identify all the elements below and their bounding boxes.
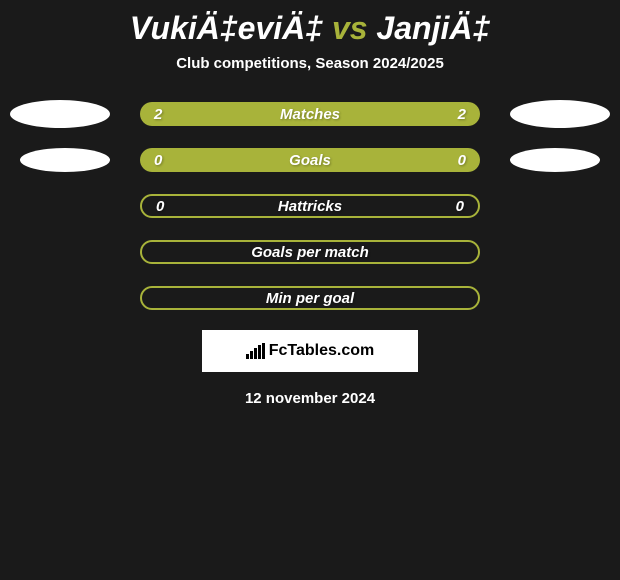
stat-bar-hattricks: 0 Hattricks 0	[140, 194, 480, 218]
player1-avatar-placeholder	[10, 100, 110, 128]
stat-left-value: 2	[154, 106, 162, 123]
player2-name: JanjiÄ‡	[376, 10, 490, 46]
stat-row-gpm: Goals per match	[0, 240, 620, 264]
stats-list: 2 Matches 2 0 Goals 0 0 Hattricks 0	[0, 102, 620, 310]
stat-right-value: 0	[458, 152, 466, 169]
stat-label: Goals per match	[251, 244, 369, 261]
stat-label: Goals	[289, 152, 331, 169]
stat-right-value: 0	[456, 198, 464, 215]
vs-label: vs	[332, 10, 368, 46]
subtitle: Club competitions, Season 2024/2025	[0, 55, 620, 72]
stat-row-hattricks: 0 Hattricks 0	[0, 194, 620, 218]
player1-avatar-placeholder	[20, 148, 110, 172]
stat-bar-matches: 2 Matches 2	[140, 102, 480, 126]
date-label: 12 november 2024	[0, 390, 620, 407]
footer-logo: FcTables.com	[202, 330, 418, 372]
player1-name: VukiÄ‡eviÄ‡	[130, 10, 323, 46]
page-title: VukiÄ‡eviÄ‡ vs JanjiÄ‡	[0, 10, 620, 47]
stat-left-value: 0	[156, 198, 164, 215]
player2-avatar-placeholder	[510, 148, 600, 172]
stat-bar-mpg: Min per goal	[140, 286, 480, 310]
chart-icon	[246, 343, 265, 359]
container: VukiÄ‡eviÄ‡ vs JanjiÄ‡ Club competitions…	[0, 0, 620, 417]
stat-right-value: 2	[458, 106, 466, 123]
player2-avatar-placeholder	[510, 100, 610, 128]
stat-row-mpg: Min per goal	[0, 286, 620, 310]
stat-row-matches: 2 Matches 2	[0, 102, 620, 126]
stat-row-goals: 0 Goals 0	[0, 148, 620, 172]
logo-text: FcTables.com	[269, 342, 375, 360]
stat-bar-goals: 0 Goals 0	[140, 148, 480, 172]
stat-left-value: 0	[154, 152, 162, 169]
stat-label: Hattricks	[278, 198, 342, 215]
stat-label: Min per goal	[266, 290, 354, 307]
stat-label: Matches	[280, 106, 340, 123]
stat-bar-gpm: Goals per match	[140, 240, 480, 264]
